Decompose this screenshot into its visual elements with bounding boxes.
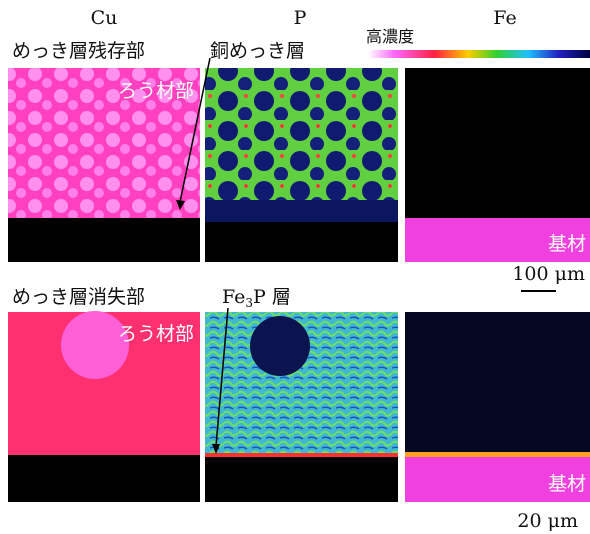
scale-label: 20 μm	[517, 510, 578, 532]
base-label: 基材	[548, 233, 586, 255]
p-map	[205, 68, 398, 218]
p-map	[205, 457, 398, 502]
p-map	[205, 200, 398, 222]
p-map	[205, 453, 398, 457]
column-header: P	[294, 7, 307, 29]
cu-map	[8, 218, 200, 262]
layer-label: 銅めっき層	[210, 40, 305, 62]
figure: Cu P Fe 高濃度 めっき層残存部 銅めっき層 ろう材部 基材 100 μm…	[0, 0, 590, 534]
filler-label: ろう材部	[118, 323, 194, 345]
p-map	[250, 316, 310, 376]
fe-map	[405, 312, 590, 454]
formula: P 層	[253, 286, 291, 308]
formula: Fe	[222, 286, 245, 308]
formula-subscript: 3	[245, 296, 253, 310]
row-label: めっき層消失部	[12, 286, 145, 308]
cu-map	[8, 455, 200, 502]
filler-label: ろう材部	[118, 80, 194, 102]
scale-label: 100 μm	[512, 263, 585, 285]
fe-map	[405, 68, 590, 218]
column-header: Fe	[493, 7, 516, 29]
colorbar-label: 高濃度	[366, 27, 414, 46]
column-header: Cu	[91, 7, 118, 29]
row-label: めっき層残存部	[12, 40, 145, 62]
base-label: 基材	[548, 473, 586, 495]
colorbar	[368, 50, 590, 58]
cu-map	[61, 311, 129, 379]
layer-label: Fe3P 層	[222, 286, 291, 310]
p-map	[205, 222, 398, 262]
fe-map	[405, 452, 590, 457]
